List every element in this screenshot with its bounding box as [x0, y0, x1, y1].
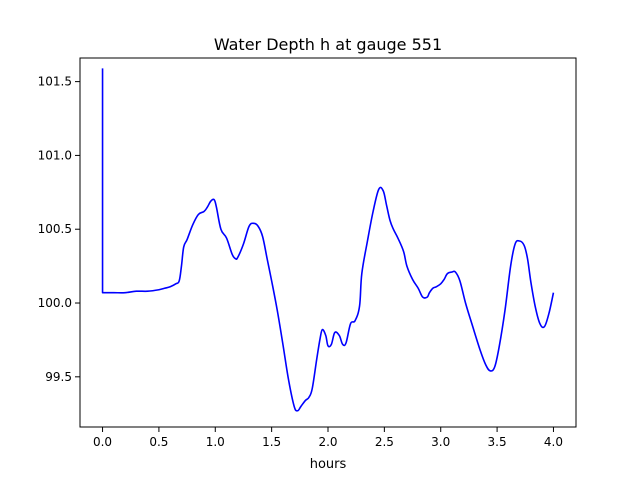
y-axis-ticks: 99.5 100.0 100.5 101.0 101.5: [38, 75, 80, 384]
y-tick-label: 99.5: [45, 370, 72, 384]
plot-layer: [101, 68, 555, 412]
x-axis-label: hours: [310, 457, 347, 472]
x-tick-label: 2.0: [318, 435, 337, 449]
y-tick-label: 100.0: [38, 296, 72, 310]
series-line: [101, 68, 555, 412]
x-tick-label: 4.0: [544, 435, 563, 449]
x-tick-label: 2.5: [375, 435, 394, 449]
x-tick-label: 0.5: [149, 435, 168, 449]
x-axis-ticks: 0.0 0.5 1.0 1.5 2.0 2.5 3.0 3.5 4.0: [93, 427, 563, 449]
chart-title: Water Depth h at gauge 551: [214, 35, 442, 54]
x-tick-label: 3.5: [488, 435, 507, 449]
x-tick-label: 0.0: [93, 435, 112, 449]
y-tick-label: 101.5: [38, 75, 72, 89]
y-tick-label: 100.5: [38, 222, 72, 236]
x-tick-label: 1.5: [262, 435, 281, 449]
y-tick-label: 101.0: [38, 148, 72, 162]
x-tick-label: 1.0: [206, 435, 225, 449]
x-tick-label: 3.0: [431, 435, 450, 449]
